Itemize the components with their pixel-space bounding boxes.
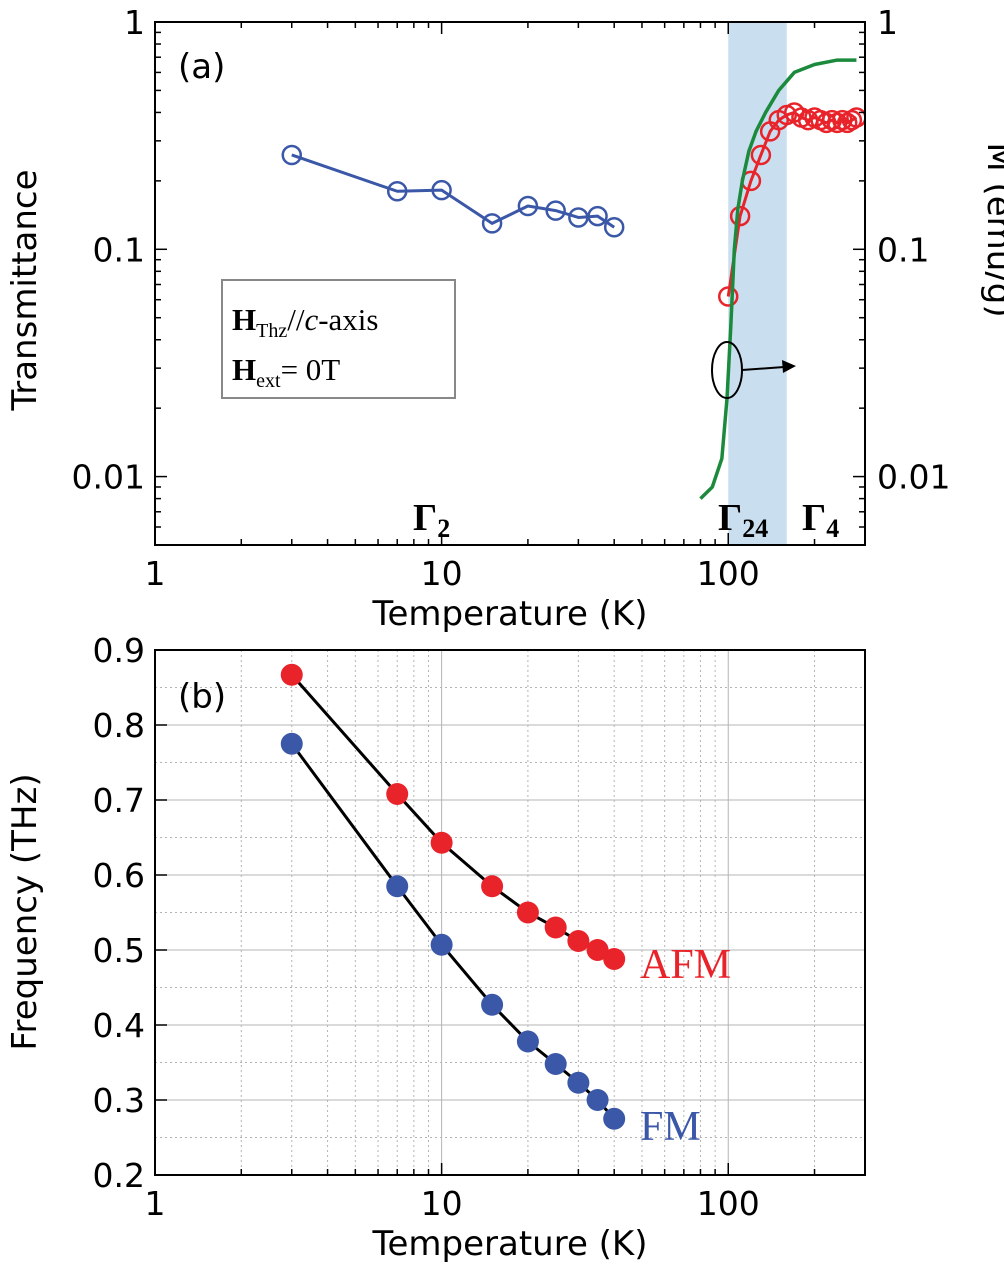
fm-data-point [386, 875, 409, 898]
fm-data-point [516, 1030, 539, 1053]
afm-data-point [567, 930, 590, 952]
legend-line-2: Hext= 0T [232, 352, 340, 392]
panel-a-series-line-0 [291, 153, 616, 229]
panel-a-data-point [281, 144, 303, 166]
fm-data-point [481, 993, 504, 1016]
panel-a-y-tick-label: 0.01 [72, 458, 145, 497]
panel-b-x-tick-label: 100 [697, 1184, 760, 1223]
panel-a-y-tick-label: 1 [124, 3, 145, 42]
panel-a-data-point [587, 205, 608, 227]
panel-b-y-tick-label: 0.9 [93, 631, 145, 670]
panel-b: 1 10 100 0.2 0.3 0.4 0.5 0.6 0.7 0.8 0.9 (b) AFM F… [5, 631, 866, 1264]
panel-a-data-point [750, 144, 772, 166]
afm-data-point [586, 939, 609, 961]
afm-data-point [603, 948, 626, 970]
fm-data-point [544, 1053, 567, 1075]
panel-b-axis-ticks: 1 10 100 0.2 0.3 0.4 0.5 0.6 0.7 0.8 0.9 [93, 631, 866, 1223]
fm-data-point [603, 1107, 626, 1130]
panel-b-y-tick-label: 0.7 [93, 781, 145, 820]
panel-b-frame [154, 649, 866, 1176]
panel-b-y-tick-label: 0.2 [93, 1156, 145, 1195]
panel-a-plot-area [281, 58, 865, 500]
panel-b-x-tick-label: 1 [145, 1184, 166, 1223]
panel-b-y-tick-label: 0.6 [93, 856, 145, 895]
panel-b-plot-area [280, 663, 626, 1130]
panel-a-y2-tick-label: 0.1 [877, 230, 929, 269]
phase-label-gamma24: Γ24 [718, 497, 768, 543]
panel-a-series-line-2 [699, 58, 857, 500]
panel-a-x-tick-label: 100 [697, 554, 760, 593]
panel-a-data-point [729, 205, 751, 227]
afm-data-point [544, 916, 567, 939]
panel-a-frame [154, 21, 866, 546]
legend-frame [221, 279, 456, 399]
legend-box: HThz//c-axis Hext= 0T [221, 279, 456, 399]
legend-line-1: HThz//c-axis [232, 302, 378, 342]
gamma24-shaded-region [728, 22, 787, 545]
afm-data-point [516, 901, 539, 924]
panel-b-y-tick-label: 0.3 [93, 1081, 145, 1120]
afm-series-label: AFM [640, 942, 731, 988]
fm-series-label: FM [640, 1104, 701, 1150]
panel-a-data-point [568, 207, 589, 228]
panel-a-data-point [517, 195, 539, 217]
afm-data-point [386, 783, 409, 805]
panel-b-y-axis-title: Frequency (THz) [5, 773, 45, 1050]
right-axis-arrow-head [782, 360, 796, 373]
panel-a-x-tick-label: 10 [421, 554, 463, 593]
panel-b-x-axis-title: Temperature (K) [371, 1224, 647, 1264]
panel-a-data-point [603, 217, 625, 238]
afm-data-point [280, 663, 303, 686]
panel-b-y-tick-label: 0.5 [93, 931, 145, 970]
panel-a-data-point [545, 200, 566, 221]
fm-data-point [280, 732, 303, 755]
panel-a-y2-tick-label: 0.01 [877, 458, 950, 497]
panel-b-y-tick-label: 0.8 [93, 706, 145, 745]
panel-a-data-point [717, 286, 739, 307]
afm-data-point [481, 875, 504, 898]
fm-data-point [586, 1089, 609, 1111]
panel-a-data-point [481, 213, 503, 234]
right-axis-arrow-line [741, 366, 785, 371]
panel-b-y-tick-label: 0.4 [93, 1006, 145, 1045]
panel-a-axis-ticks: 1 10 100 0.01 0.1 1 0.01 0.1 1 [72, 3, 951, 593]
panel-a-y-axis-title: Transmittance [5, 169, 45, 411]
panel-a-x-tick-label: 1 [145, 554, 166, 593]
panel-a-label: (a) [178, 47, 225, 87]
afm-fit-line [290, 673, 615, 961]
panel-a-data-point [846, 107, 865, 128]
panel-a-y2-axis-title: M (emu/g) [979, 142, 1004, 317]
phase-label-gamma2: Γ2 [413, 497, 450, 543]
panel-a-data-point [431, 179, 452, 201]
panel-b-grid [154, 649, 866, 1176]
phase-label-gamma4: Γ4 [802, 497, 839, 543]
panel-a: 1 10 100 0.01 0.1 1 0.01 0.1 1 (a) HThz//c-axis … [5, 3, 1004, 634]
panel-b-label: (b) [178, 677, 226, 717]
panel-a-y2-tick-label: 1 [877, 3, 898, 42]
afm-data-point [430, 831, 453, 854]
panel-b-x-tick-label: 10 [421, 1184, 463, 1223]
panel-a-x-axis-title: Temperature (K) [371, 594, 647, 634]
panel-a-data-point [386, 181, 408, 202]
panel-a-y-tick-label: 0.1 [93, 230, 145, 269]
fm-data-point [430, 933, 453, 956]
fm-data-point [567, 1071, 590, 1094]
